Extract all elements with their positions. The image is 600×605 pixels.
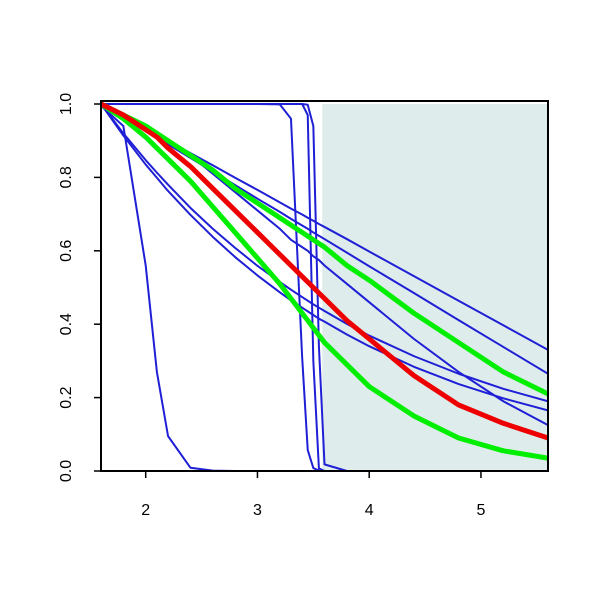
- series-line: [101, 101, 548, 461]
- y-tick-label: 0.8: [58, 166, 75, 188]
- series-line: [101, 101, 548, 397]
- x-tick-label: 2: [141, 502, 150, 519]
- y-tick-label: 0.0: [58, 460, 75, 482]
- y-tick-label: 0.6: [58, 240, 75, 262]
- lines-layer: [101, 101, 548, 472]
- plot-box: [100, 100, 549, 472]
- x-tick-label: 5: [476, 502, 485, 519]
- y-tick-label: 1.0: [58, 93, 75, 115]
- x-tick-label: 3: [253, 502, 262, 519]
- series-line: [101, 103, 548, 403]
- y-tick-label: 0.4: [58, 313, 75, 335]
- x-tick-label: 4: [365, 502, 374, 519]
- axes-layer: 2 3 4 5 0.0 0.2 0.4 0.6 0.8 1.0: [58, 93, 549, 519]
- y-tick-label: 0.2: [58, 386, 75, 408]
- series-line: [101, 101, 548, 441]
